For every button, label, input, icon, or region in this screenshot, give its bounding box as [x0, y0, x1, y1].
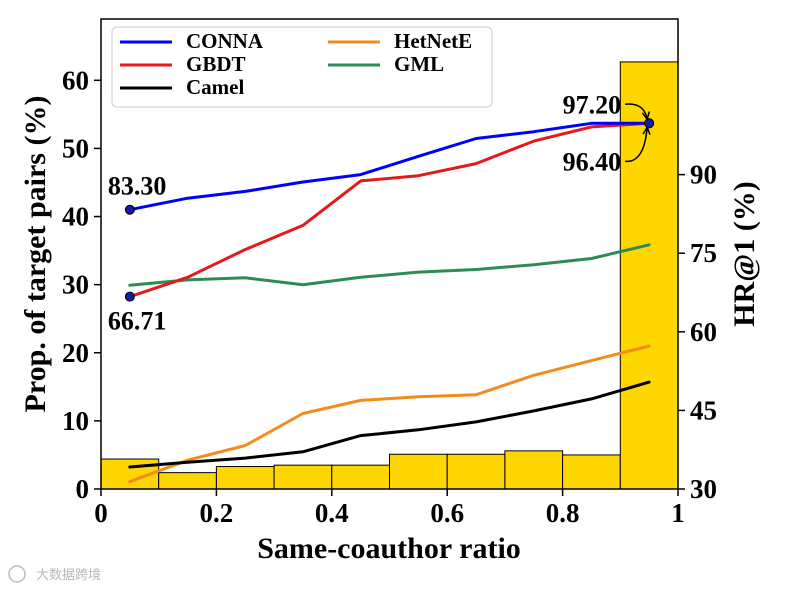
y-left-tick-label: 20 — [62, 338, 89, 368]
y-left-tick-label: 50 — [62, 133, 89, 163]
marker-conna-0.05 — [124, 204, 135, 215]
x-tick-label: 0.2 — [200, 498, 234, 528]
plot-frame — [100, 18, 679, 490]
annotation-arrowhead — [642, 125, 651, 136]
line-conna — [128, 121, 651, 212]
bar-7 — [446, 453, 506, 490]
annotation-arrowhead — [641, 111, 651, 121]
y-right-tick-label: 90 — [690, 160, 717, 190]
y-left-tick-label: 30 — [62, 270, 89, 300]
line-hetnete — [128, 344, 651, 484]
bar-6 — [389, 453, 448, 490]
bar-5 — [331, 464, 390, 490]
bar-2 — [158, 472, 217, 490]
bar-3 — [215, 466, 275, 490]
legend-label-camel: Camel — [186, 75, 244, 99]
legend-label-conna: CONNA — [186, 29, 264, 53]
marker-gbdt-0.05 — [124, 291, 135, 302]
x-tick-label: 0.8 — [546, 498, 580, 528]
bar-4 — [273, 464, 333, 490]
x-axis-label: Same-coauthor ratio — [257, 532, 521, 565]
x-tick-label: 1 — [671, 498, 685, 528]
watermark-logo-icon — [8, 565, 26, 583]
legend-box — [111, 26, 493, 108]
y-left-tick-label: 60 — [62, 65, 89, 95]
annotation-arrow — [625, 103, 648, 120]
annotation-label: 83.30 — [108, 172, 167, 201]
line-gbdt — [128, 121, 651, 299]
bar-9 — [562, 454, 621, 490]
y-left-tick-label: 40 — [62, 202, 89, 232]
annotation-label: 97.20 — [563, 90, 622, 119]
y-right-tick-label: 60 — [690, 317, 717, 347]
y-axis-label-left: Prop. of target pairs (%) — [19, 96, 52, 413]
y-right-tick-label: 75 — [690, 238, 717, 268]
endpoint-markers — [124, 118, 655, 302]
y-left-tick-label: 0 — [76, 474, 90, 504]
y-axis-label-right: HR@1 (%) — [728, 181, 761, 326]
y-right-tick-label: 45 — [690, 395, 717, 425]
x-tick-label: 0.4 — [315, 498, 349, 528]
legend-label-hetnete: HetNetE — [394, 29, 472, 53]
annotation-label: 96.40 — [563, 147, 622, 176]
bar-8 — [504, 450, 564, 490]
annotations: 83.30 66.71 97.20 96.40 — [108, 90, 651, 336]
x-tick-label: 0 — [94, 498, 108, 528]
x-tick-label: 0.6 — [430, 498, 464, 528]
line-camel — [128, 380, 651, 469]
y-left-tick-label: 10 — [62, 406, 89, 436]
legend-label-gbdt: GBDT — [186, 52, 246, 76]
marker-gbdt-0.95 — [644, 118, 655, 129]
annotation-arrow — [625, 127, 648, 163]
line-gml — [128, 243, 651, 287]
legend-label-gml: GML — [394, 52, 444, 76]
annotation-label: 66.71 — [108, 307, 167, 336]
y-right-tick-label: 30 — [690, 474, 717, 504]
series-lines — [128, 121, 651, 484]
watermark: 大数据跨境 — [8, 565, 101, 583]
watermark-text: 大数据跨境 — [36, 568, 101, 583]
